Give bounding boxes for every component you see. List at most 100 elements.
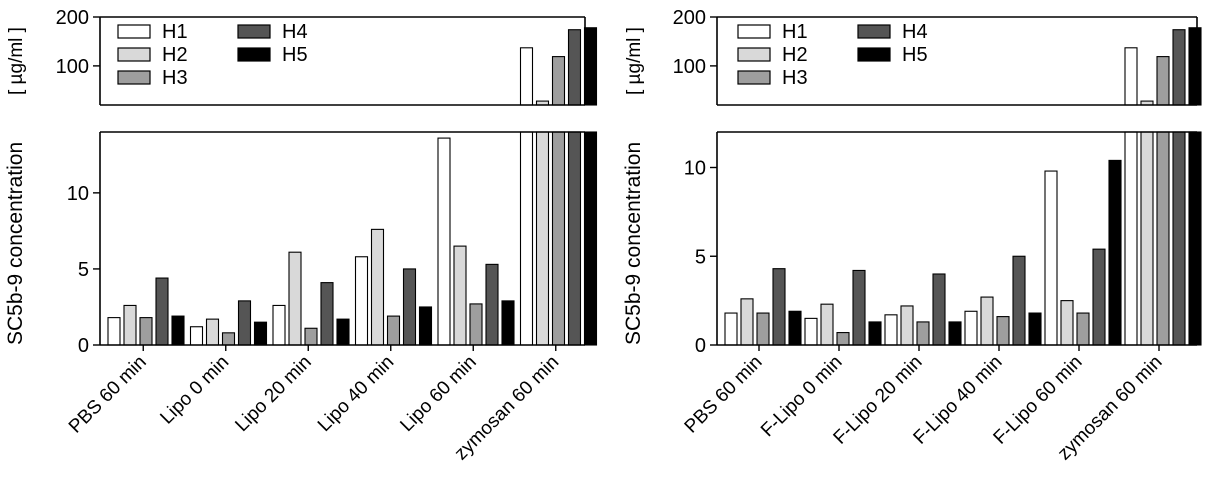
x-tick-label: PBS 60 min bbox=[65, 352, 151, 438]
bar-h3-5 bbox=[1156, 131, 1170, 346]
bar-h2-2 bbox=[900, 305, 914, 346]
bar-h3-0 bbox=[139, 317, 153, 346]
bar-h1-0 bbox=[724, 312, 738, 346]
bar-h1-3 bbox=[354, 256, 369, 346]
x-tick-label: F-Lipo 0 min bbox=[757, 352, 847, 442]
bar-h5-4 bbox=[1108, 159, 1122, 346]
bar-h2-5 bbox=[535, 131, 550, 346]
bar-upper-h5-5 bbox=[583, 27, 598, 106]
bar-h3-3 bbox=[996, 316, 1010, 346]
y-axis-label: SC5b-9 concentration bbox=[622, 142, 645, 345]
bar-h1-2 bbox=[272, 304, 286, 346]
legend-label-h5: H5 bbox=[902, 44, 928, 66]
y-tick-label: 5 bbox=[695, 246, 706, 268]
y-tick-label: 100 bbox=[56, 56, 89, 78]
legend-swatch-h4 bbox=[237, 24, 271, 39]
legend-label-h1: H1 bbox=[782, 21, 808, 43]
bar-h4-4 bbox=[485, 263, 499, 346]
x-tick-label: Lipo 20 min bbox=[231, 352, 315, 436]
bar-h1-4 bbox=[437, 137, 451, 346]
bar-h2-0 bbox=[123, 304, 137, 346]
legend-label-h1: H1 bbox=[162, 21, 188, 43]
bar-h5-5 bbox=[1188, 131, 1202, 346]
bar-h3-4 bbox=[469, 303, 483, 346]
y-tick-label: 100 bbox=[673, 56, 706, 78]
bar-h2-3 bbox=[370, 228, 385, 346]
bar-h5-1 bbox=[868, 321, 882, 346]
bar-upper-h4-5 bbox=[567, 29, 582, 106]
legend-swatch-h5 bbox=[237, 47, 271, 62]
bar-h5-5 bbox=[583, 131, 598, 346]
bar-h4-3 bbox=[402, 268, 417, 346]
y-axis-label: SC5b-9 concentration bbox=[4, 142, 27, 345]
bar-h4-5 bbox=[567, 131, 582, 346]
bar-h4-3 bbox=[1012, 255, 1026, 346]
legend-swatch-h2 bbox=[737, 47, 771, 62]
bar-h4-5 bbox=[1172, 131, 1186, 346]
bar-h4-0 bbox=[155, 277, 169, 346]
bar-h3-3 bbox=[386, 315, 401, 346]
bar-h4-4 bbox=[1092, 248, 1106, 346]
bar-h4-2 bbox=[320, 282, 334, 346]
bar-h5-0 bbox=[788, 310, 802, 346]
bar-upper-h3-5 bbox=[1156, 56, 1170, 106]
bar-upper-h1-5 bbox=[519, 47, 534, 106]
legend-label-h2: H2 bbox=[782, 44, 808, 66]
y-tick-label: 10 bbox=[684, 158, 706, 180]
bar-h5-4 bbox=[501, 300, 515, 346]
bar-h4-1 bbox=[237, 300, 252, 346]
bar-h3-2 bbox=[304, 327, 318, 346]
bar-h4-2 bbox=[932, 273, 946, 346]
bar-upper-h3-5 bbox=[551, 56, 566, 106]
y-tick-label: 10 bbox=[67, 183, 89, 205]
bar-h2-3 bbox=[980, 296, 994, 346]
legend-label-h5: H5 bbox=[282, 44, 308, 66]
bar-h5-3 bbox=[1028, 312, 1042, 346]
bar-h4-1 bbox=[852, 269, 866, 346]
y-tick-label: 5 bbox=[78, 259, 89, 281]
bar-h2-1 bbox=[820, 303, 834, 346]
bar-h5-0 bbox=[171, 315, 185, 346]
bar-h1-5 bbox=[519, 131, 534, 346]
bar-h3-5 bbox=[551, 131, 566, 346]
legend-label-h2: H2 bbox=[162, 44, 188, 66]
bar-h1-3 bbox=[964, 310, 978, 346]
bar-h2-1 bbox=[205, 318, 220, 346]
legend-swatch-h2 bbox=[117, 47, 151, 62]
x-tick-label: Lipo 0 min bbox=[156, 352, 233, 429]
bar-h1-1 bbox=[804, 317, 818, 346]
bar-h2-2 bbox=[288, 251, 302, 346]
y-tick-label: 0 bbox=[78, 335, 89, 357]
y-tick-label: 200 bbox=[56, 7, 89, 29]
y-axis-unit: [ µg/ml ] bbox=[624, 27, 645, 95]
x-tick-label: Lipo 60 min bbox=[396, 352, 480, 436]
x-tick-label: Lipo 40 min bbox=[314, 352, 398, 436]
bar-h1-0 bbox=[107, 317, 121, 346]
bar-h3-0 bbox=[756, 312, 770, 346]
bar-h5-1 bbox=[253, 321, 268, 346]
bar-h1-5 bbox=[1124, 131, 1138, 346]
bar-h1-4 bbox=[1044, 170, 1058, 346]
y-tick-label: 200 bbox=[673, 7, 706, 29]
legend-label-h4: H4 bbox=[282, 21, 308, 43]
bar-h3-1 bbox=[836, 332, 850, 346]
bar-h5-2 bbox=[336, 318, 350, 346]
bar-h3-1 bbox=[221, 332, 236, 346]
y-axis-unit: [ µg/ml ] bbox=[6, 27, 27, 95]
x-tick-label: PBS 60 min bbox=[681, 352, 767, 438]
legend-swatch-h5 bbox=[857, 47, 891, 62]
bar-h5-2 bbox=[948, 321, 962, 346]
legend-swatch-h1 bbox=[117, 24, 151, 39]
bar-h2-4 bbox=[1060, 300, 1074, 346]
bar-h2-4 bbox=[453, 245, 467, 346]
bar-h5-3 bbox=[418, 306, 433, 346]
legend-label-h3: H3 bbox=[782, 67, 808, 89]
bar-h2-0 bbox=[740, 298, 754, 346]
legend-label-h3: H3 bbox=[162, 67, 188, 89]
bar-h2-5 bbox=[1140, 131, 1154, 346]
bar-h4-0 bbox=[772, 268, 786, 346]
legend-swatch-h3 bbox=[737, 70, 771, 85]
